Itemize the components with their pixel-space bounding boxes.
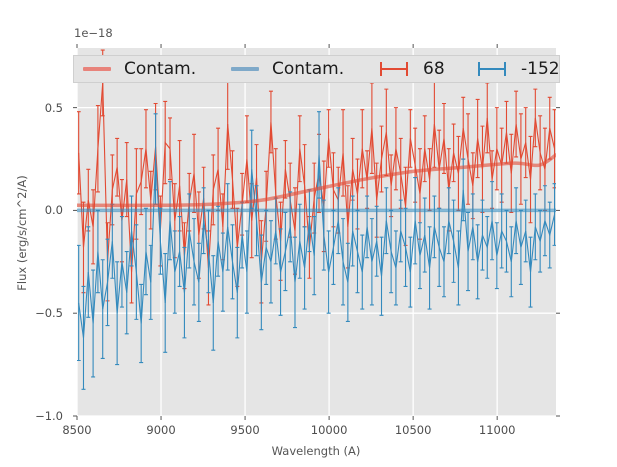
series--152 [77,111,556,390]
plot-background [77,48,556,416]
x-tick-label: 9500 [230,423,260,437]
legend-label: 68 [423,59,445,79]
legend-label: -152 [521,59,560,79]
tick-marks [73,44,560,420]
x-tick-label: 10500 [394,423,432,437]
legend-item-68: 68 [378,56,445,82]
y-axis-offset-text: 1e−18 [74,26,113,40]
x-tick-label: 9000 [146,423,176,437]
y-tick-label: 0.5 [44,100,63,115]
red-line-swatch-icon [83,67,111,71]
y-tick-label: −0.5 [35,306,63,321]
legend-item-contam-blue: Contam. [231,56,344,82]
blue-errorbar-icon [478,62,506,76]
x-tick-label: 8500 [62,423,92,437]
legend-item-contam-red: Contam. [83,56,196,82]
x-tick-label: 10000 [310,423,348,437]
legend: Contam. Contam. 68 -152 [73,55,560,83]
y-axis-label: Flux (erg/s/cm^2/A) [15,175,29,291]
legend-label: Contam. [272,59,345,79]
legend-label: Contam. [124,59,197,79]
blue-line-swatch-icon [231,67,259,71]
red-errorbar-icon [380,62,408,76]
x-tick-label: 11000 [478,423,516,437]
y-tick-label: −1.0 [35,409,63,423]
model-line-red [77,153,556,208]
y-tick-label: 0.0 [44,203,63,218]
x-axis-label: Wavelength (A) [271,444,361,458]
legend-item-minus152: -152 [476,56,560,82]
gridlines [76,48,556,417]
